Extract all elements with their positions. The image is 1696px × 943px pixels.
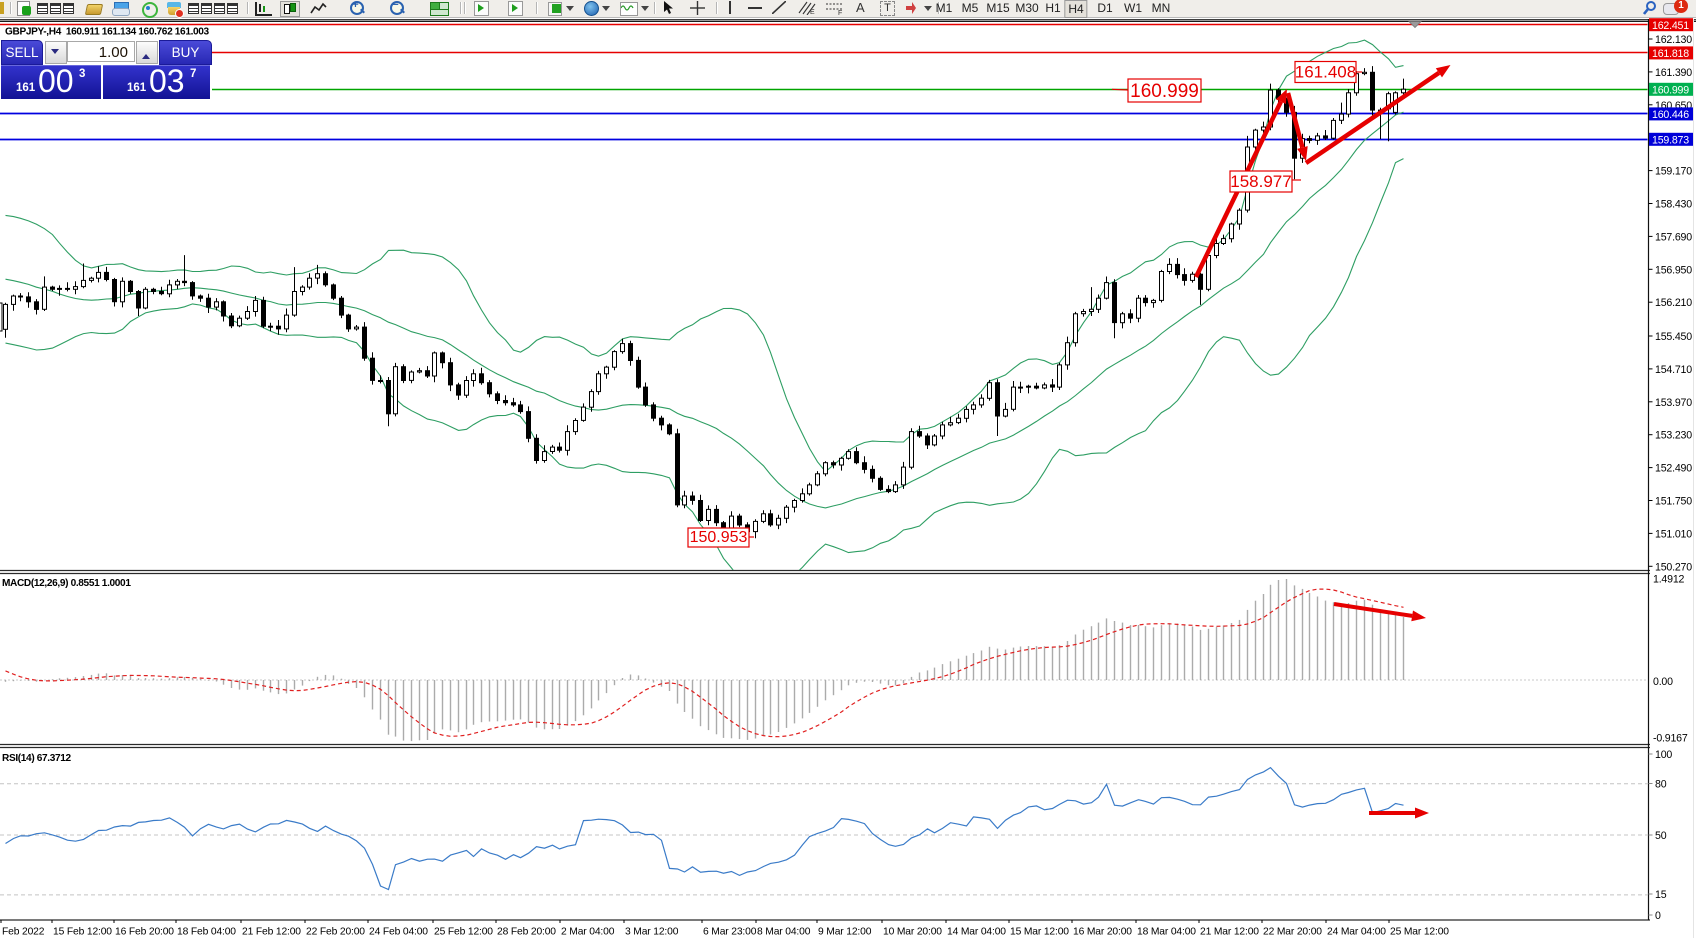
svg-text:8 Mar 04:00: 8 Mar 04:00 bbox=[757, 927, 811, 938]
svg-text:153.970: 153.970 bbox=[1655, 397, 1692, 409]
svg-text:21 Mar 12:00: 21 Mar 12:00 bbox=[1200, 927, 1259, 938]
svg-text:151.010: 151.010 bbox=[1655, 528, 1692, 540]
svg-text:160.999: 160.999 bbox=[1130, 81, 1199, 102]
svg-text:158.977: 158.977 bbox=[1230, 172, 1291, 191]
svg-text:161.408: 161.408 bbox=[1295, 63, 1356, 82]
svg-text:150.953: 150.953 bbox=[690, 529, 748, 546]
svg-text:14 Mar 04:00: 14 Mar 04:00 bbox=[947, 927, 1006, 938]
svg-text:3 Mar 12:00: 3 Mar 12:00 bbox=[625, 927, 679, 938]
svg-text:18 Feb 04:00: 18 Feb 04:00 bbox=[177, 927, 236, 938]
svg-text:50: 50 bbox=[1655, 830, 1667, 842]
svg-text:80: 80 bbox=[1655, 779, 1667, 791]
svg-text:24 Mar 04:00: 24 Mar 04:00 bbox=[1327, 927, 1386, 938]
svg-text:156.950: 156.950 bbox=[1655, 264, 1692, 276]
svg-text:10 Mar 20:00: 10 Mar 20:00 bbox=[883, 927, 942, 938]
svg-text:152.490: 152.490 bbox=[1655, 463, 1692, 475]
svg-text:154.710: 154.710 bbox=[1655, 364, 1692, 376]
svg-text:MACD(12,26,9) 0.8551 1.0001: MACD(12,26,9) 0.8551 1.0001 bbox=[2, 578, 131, 589]
svg-text:150.270: 150.270 bbox=[1655, 561, 1692, 573]
svg-text:15: 15 bbox=[1655, 889, 1667, 901]
svg-text:159.873: 159.873 bbox=[1652, 135, 1689, 147]
svg-text:1.4912: 1.4912 bbox=[1653, 574, 1685, 586]
svg-text:18 Mar 04:00: 18 Mar 04:00 bbox=[1137, 927, 1196, 938]
svg-text:161.818: 161.818 bbox=[1652, 48, 1689, 60]
svg-text:162.451: 162.451 bbox=[1652, 20, 1689, 32]
svg-text:E: E bbox=[810, 9, 815, 15]
svg-text:155.450: 155.450 bbox=[1655, 331, 1692, 343]
svg-text:159.170: 159.170 bbox=[1655, 166, 1692, 178]
svg-text:160.446: 160.446 bbox=[1652, 109, 1689, 121]
svg-text:-0.9167: -0.9167 bbox=[1653, 733, 1688, 745]
svg-text:100: 100 bbox=[1655, 749, 1672, 761]
svg-text:15 Mar 12:00: 15 Mar 12:00 bbox=[1010, 927, 1069, 938]
svg-text:156.210: 156.210 bbox=[1655, 297, 1692, 309]
svg-text:0.00: 0.00 bbox=[1653, 676, 1673, 688]
svg-text:24 Feb 04:00: 24 Feb 04:00 bbox=[369, 927, 428, 938]
svg-text:15 Feb 12:00: 15 Feb 12:00 bbox=[53, 927, 112, 938]
svg-text:2 Mar 04:00: 2 Mar 04:00 bbox=[561, 927, 615, 938]
svg-text:158.430: 158.430 bbox=[1655, 199, 1692, 211]
svg-text:GBPJPY-,H4 160.911 161.134 16: GBPJPY-,H4 160.911 161.134 160.762 161.0… bbox=[5, 27, 210, 38]
svg-text:16 Mar 20:00: 16 Mar 20:00 bbox=[1073, 927, 1132, 938]
svg-text:153.230: 153.230 bbox=[1655, 430, 1692, 442]
svg-text:161.390: 161.390 bbox=[1655, 67, 1692, 79]
svg-text:25 Feb 12:00: 25 Feb 12:00 bbox=[434, 927, 493, 938]
svg-text:0: 0 bbox=[1655, 910, 1661, 922]
svg-text:22 Feb 20:00: 22 Feb 20:00 bbox=[306, 927, 365, 938]
svg-text:28 Feb 20:00: 28 Feb 20:00 bbox=[497, 927, 556, 938]
svg-text:157.690: 157.690 bbox=[1655, 231, 1692, 243]
svg-text:21 Feb 12:00: 21 Feb 12:00 bbox=[242, 927, 301, 938]
svg-text:25 Mar 12:00: 25 Mar 12:00 bbox=[1390, 927, 1449, 938]
svg-text:Feb 2022: Feb 2022 bbox=[2, 927, 45, 938]
svg-text:F: F bbox=[838, 10, 842, 15]
svg-text:6 Mar 23:00: 6 Mar 23:00 bbox=[703, 927, 757, 938]
svg-text:22 Mar 20:00: 22 Mar 20:00 bbox=[1263, 927, 1322, 938]
svg-text:160.999: 160.999 bbox=[1652, 85, 1689, 97]
svg-text:RSI(14) 67.3712: RSI(14) 67.3712 bbox=[2, 753, 72, 764]
svg-text:162.130: 162.130 bbox=[1655, 34, 1692, 46]
svg-text:9 Mar 12:00: 9 Mar 12:00 bbox=[818, 927, 872, 938]
svg-text:151.750: 151.750 bbox=[1655, 496, 1692, 508]
svg-text:16 Feb 20:00: 16 Feb 20:00 bbox=[115, 927, 174, 938]
